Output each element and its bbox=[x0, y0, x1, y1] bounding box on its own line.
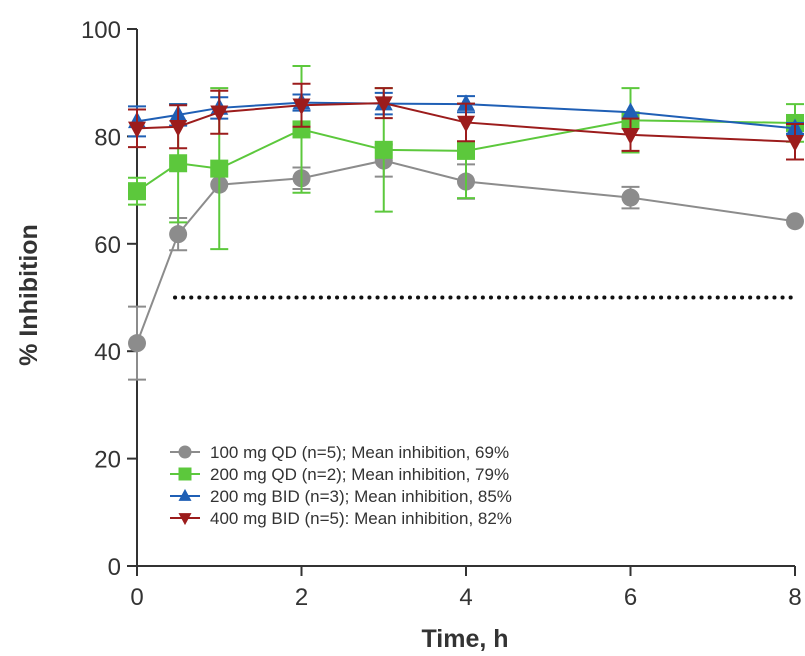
x-tick-label: 2 bbox=[295, 584, 308, 611]
legend-entry: 200 mg QD (n=2); Mean inhibition, 79% bbox=[170, 465, 509, 484]
x-tick-label: 8 bbox=[788, 584, 801, 611]
data-point bbox=[457, 94, 475, 111]
data-point bbox=[621, 188, 640, 207]
y-tick-label: 100 bbox=[81, 17, 121, 44]
series-line bbox=[136, 101, 796, 130]
y-tick-label: 40 bbox=[94, 339, 121, 366]
legend: 100 mg QD (n=5); Mean inhibition, 69% 200… bbox=[170, 443, 512, 528]
data-point bbox=[169, 154, 188, 173]
data-point bbox=[374, 140, 393, 159]
series-group bbox=[128, 65, 804, 381]
data-point bbox=[128, 334, 146, 353]
legend-marker bbox=[178, 467, 192, 481]
y-tick-label: 0 bbox=[108, 554, 121, 581]
series-1 bbox=[128, 65, 804, 251]
data-point bbox=[457, 141, 475, 160]
legend-label: 200 mg BID (n=3); Mean inhibition, 85% bbox=[210, 487, 512, 506]
y-axis-title: % Inhibition bbox=[15, 224, 43, 366]
legend-label: 200 mg QD (n=2); Mean inhibition, 79% bbox=[210, 465, 509, 484]
legend-marker bbox=[178, 488, 192, 501]
data-point bbox=[457, 115, 475, 133]
series-line bbox=[136, 159, 796, 344]
series-line bbox=[136, 102, 796, 143]
x-axis-title: Time, h bbox=[421, 625, 508, 653]
y-tick-label: 20 bbox=[94, 447, 121, 474]
data-point bbox=[786, 212, 804, 231]
data-point bbox=[128, 121, 146, 139]
x-tick-label: 6 bbox=[624, 584, 637, 611]
data-point bbox=[210, 105, 229, 123]
data-point bbox=[621, 102, 640, 119]
data-point bbox=[786, 135, 804, 152]
data-point bbox=[210, 159, 229, 178]
data-point bbox=[374, 96, 393, 114]
legend-entry: 400 mg BID (n=5): Mean inhibition, 82% bbox=[170, 509, 512, 528]
data-point bbox=[621, 128, 640, 145]
y-tick-label: 80 bbox=[94, 124, 121, 151]
axes: 0 20 40 60 80 100 0 2 4 6 8 bbox=[81, 17, 802, 611]
data-point bbox=[292, 120, 311, 139]
x-tick-label: 4 bbox=[459, 584, 472, 611]
data-point bbox=[169, 119, 188, 137]
legend-marker bbox=[178, 513, 192, 526]
legend-entry: 200 mg BID (n=3); Mean inhibition, 85% bbox=[170, 487, 512, 506]
legend-label: 400 mg BID (n=5): Mean inhibition, 82% bbox=[210, 509, 512, 528]
legend-label: 100 mg QD (n=5); Mean inhibition, 69% bbox=[210, 443, 509, 462]
series-3 bbox=[128, 82, 804, 161]
legend-entry: 100 mg QD (n=5); Mean inhibition, 69% bbox=[170, 443, 509, 462]
legend-marker bbox=[178, 445, 192, 459]
y-tick-label: 60 bbox=[94, 232, 121, 259]
data-point bbox=[128, 182, 146, 201]
data-point bbox=[292, 98, 311, 116]
x-tick-label: 0 bbox=[130, 584, 143, 611]
data-point bbox=[169, 225, 188, 244]
